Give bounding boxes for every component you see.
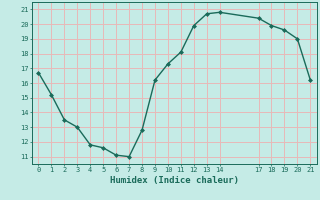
X-axis label: Humidex (Indice chaleur): Humidex (Indice chaleur) <box>110 176 239 185</box>
